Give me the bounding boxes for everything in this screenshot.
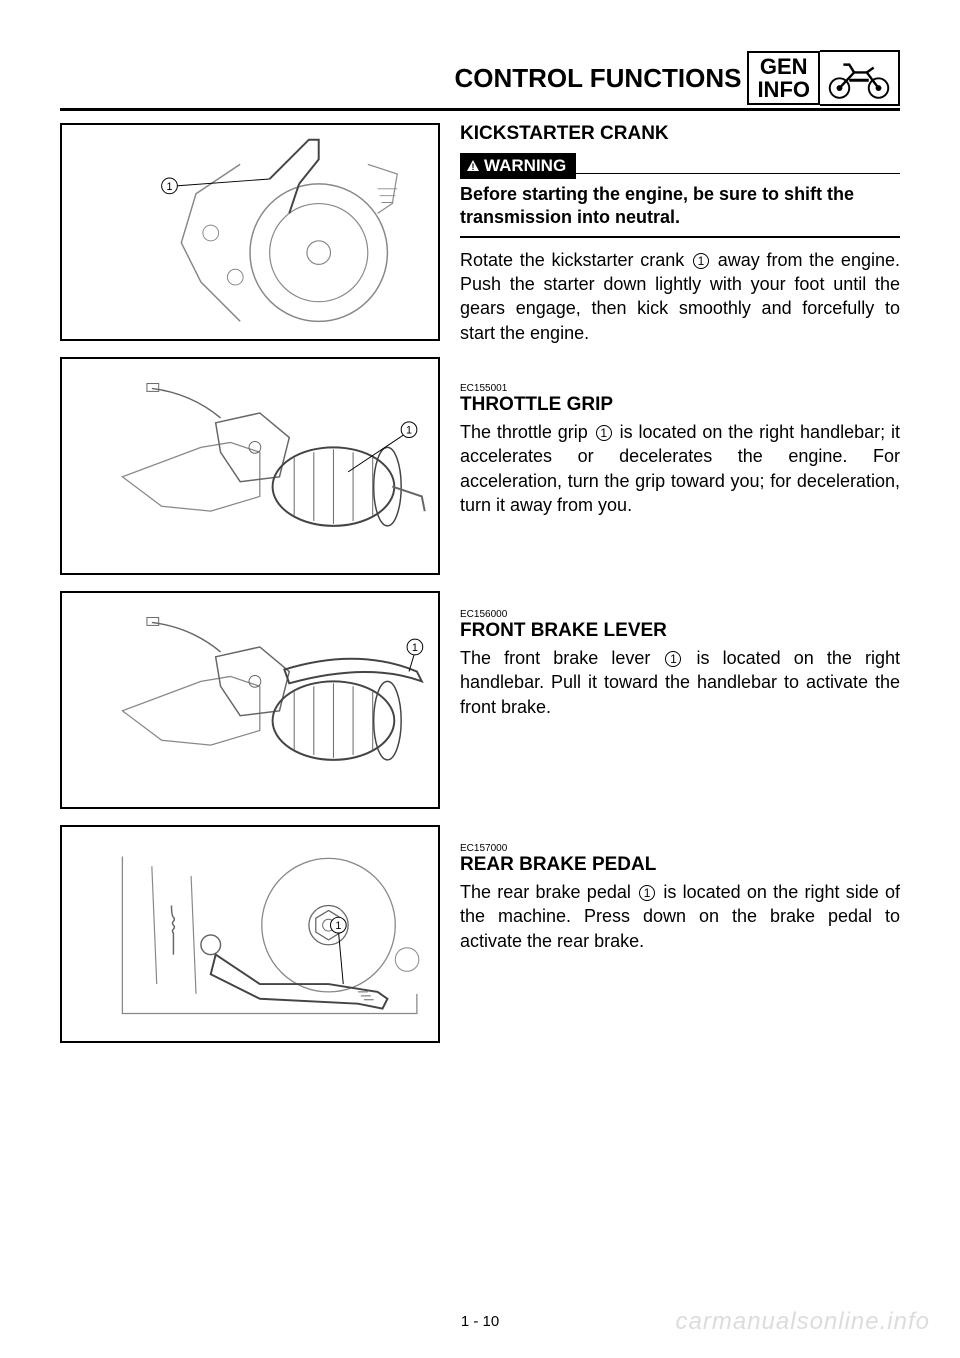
info-label: INFO — [757, 78, 810, 101]
section-title: CONTROL FUNCTIONS — [454, 63, 741, 94]
callout-number: 1 — [639, 885, 655, 901]
warning-rule — [576, 173, 900, 174]
doc-code: EC157000 — [460, 843, 900, 854]
kickstarter-body: Rotate the kickstarter crank 1 away from… — [460, 248, 900, 345]
page: CONTROL FUNCTIONS GEN INFO — [0, 0, 960, 1358]
content-area: 1 — [60, 123, 900, 1043]
callout-number: 1 — [596, 425, 612, 441]
warning-icon: ! — [466, 159, 480, 173]
warning-banner: ! WARNING — [460, 153, 900, 179]
throttle-body: The throttle grip 1 is located on the ri… — [460, 420, 900, 517]
rear-brake-body: The rear brake pedal 1 is located on the… — [460, 880, 900, 953]
rear-brake-section: EC157000 REAR BRAKE PEDAL The rear brake… — [460, 839, 900, 953]
kickstarter-diagram: 1 — [60, 123, 440, 341]
front-brake-section: EC156000 FRONT BRAKE LEVER The front bra… — [460, 605, 900, 719]
warning-label: ! WARNING — [460, 153, 576, 179]
page-header: CONTROL FUNCTIONS GEN INFO — [60, 50, 900, 111]
rear-brake-diagram: 1 — [60, 825, 440, 1043]
figures-column: 1 — [60, 123, 440, 1043]
text-fragment: The throttle grip — [460, 422, 594, 442]
svg-text:1: 1 — [167, 181, 173, 193]
text-column: KICKSTARTER CRANK ! WARNING Before start… — [460, 123, 900, 1043]
throttle-section: EC155001 THROTTLE GRIP The throttle grip… — [460, 379, 900, 517]
warning-body: Before starting the engine, be sure to s… — [460, 183, 900, 238]
front-brake-body: The front brake lever 1 is located on th… — [460, 646, 900, 719]
kickstarter-heading: KICKSTARTER CRANK — [460, 123, 900, 145]
svg-text:1: 1 — [412, 642, 418, 654]
throttle-diagram: 1 — [60, 357, 440, 575]
callout-number: 1 — [693, 253, 709, 269]
svg-text:!: ! — [472, 162, 475, 172]
kickstarter-section: KICKSTARTER CRANK ! WARNING Before start… — [460, 123, 900, 345]
gen-info-box: GEN INFO — [747, 51, 820, 105]
text-fragment: The rear brake pedal — [460, 882, 637, 902]
warning-text-label: WARNING — [484, 156, 566, 176]
doc-code: EC155001 — [460, 383, 900, 394]
callout-number: 1 — [665, 651, 681, 667]
svg-text:1: 1 — [335, 920, 341, 932]
text-fragment: The front brake lever — [460, 648, 663, 668]
front-brake-diagram: 1 — [60, 591, 440, 809]
gen-label: GEN — [760, 55, 808, 78]
text-fragment: Rotate the kickstarter crank — [460, 250, 691, 270]
throttle-heading: THROTTLE GRIP — [460, 394, 900, 416]
doc-code: EC156000 — [460, 609, 900, 620]
svg-text:1: 1 — [406, 425, 412, 437]
front-brake-heading: FRONT BRAKE LEVER — [460, 620, 900, 642]
rear-brake-heading: REAR BRAKE PEDAL — [460, 854, 900, 876]
motorcycle-icon — [820, 51, 898, 106]
watermark: carmanualsonline.info — [676, 1308, 930, 1336]
motorcycle-icon-box — [820, 50, 900, 106]
